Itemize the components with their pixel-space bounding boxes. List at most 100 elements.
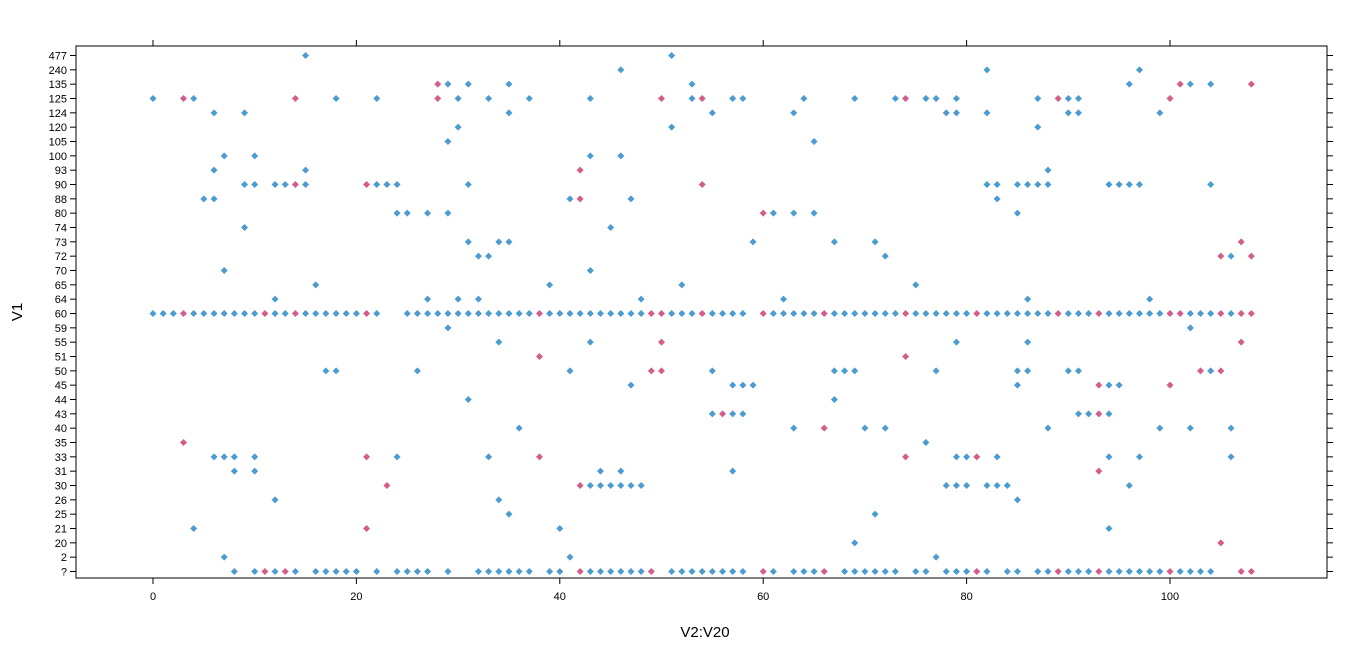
blue-point <box>617 66 625 74</box>
blue-point <box>912 568 920 575</box>
pink-point <box>1095 568 1103 575</box>
pink-point <box>434 95 442 102</box>
blue-point <box>1085 568 1093 575</box>
blue-point <box>607 310 615 317</box>
blue-point <box>719 310 727 317</box>
blue-point <box>942 568 950 575</box>
blue-point <box>210 195 218 203</box>
blue-point <box>1013 568 1021 575</box>
pink-point <box>535 310 543 317</box>
pink-point <box>576 482 584 489</box>
blue-point <box>332 367 340 375</box>
pink-point <box>281 568 289 575</box>
blue-point <box>505 568 513 575</box>
blue-point <box>881 310 889 317</box>
blue-point <box>505 109 513 117</box>
blue-point <box>739 310 747 317</box>
blue-point <box>596 482 604 489</box>
blue-point <box>1044 424 1052 432</box>
blue-point <box>424 209 432 217</box>
blue-point <box>1227 424 1235 432</box>
blue-point <box>444 568 452 575</box>
blue-point <box>912 310 920 317</box>
blue-point <box>668 123 676 131</box>
blue-point <box>993 181 1001 188</box>
blue-point <box>230 310 238 317</box>
blue-point <box>922 568 930 575</box>
blue-point <box>149 310 157 317</box>
y-axis-title: V1 <box>9 303 26 321</box>
y-tick-label: 125 <box>49 94 67 106</box>
blue-point <box>302 181 310 188</box>
pink-point <box>698 181 706 188</box>
pink-point <box>658 310 665 317</box>
pink-point <box>1054 95 1062 102</box>
blue-point <box>373 181 381 188</box>
x-tick-label: 0 <box>150 591 156 603</box>
blue-point <box>413 367 421 375</box>
blue-point <box>617 568 625 575</box>
blue-point <box>922 439 930 446</box>
blue-point <box>993 453 1001 461</box>
blue-point <box>952 482 960 489</box>
blue-point <box>769 568 777 575</box>
blue-point <box>861 310 869 317</box>
y-axis: ? 2 20 21 25 26 30 31 33 35 40 43 44 45 50 51 55 59 60 64 65… <box>49 51 1333 579</box>
blue-point <box>851 95 859 102</box>
y-tick-label: ? <box>61 567 67 579</box>
y-tick-label: 60 <box>55 309 67 321</box>
y-tick-label: 26 <box>55 495 67 507</box>
blue-point <box>739 568 747 575</box>
blue-point <box>871 238 879 246</box>
pink-point <box>1095 310 1103 317</box>
blue-point <box>637 310 645 317</box>
blue-point <box>546 568 554 575</box>
blue-point <box>596 467 604 475</box>
blue-point <box>810 138 818 145</box>
blue-point <box>1074 367 1082 375</box>
blue-point <box>1034 95 1042 102</box>
pink-point <box>1247 568 1255 575</box>
pink-point <box>576 195 584 203</box>
blue-point <box>546 281 554 289</box>
blue-point <box>373 568 381 575</box>
blue-point <box>413 568 421 575</box>
blue-point <box>586 482 594 489</box>
pink-point <box>1166 310 1174 317</box>
blue-point <box>413 310 421 317</box>
blue-point <box>678 310 686 317</box>
blue-point <box>810 310 818 317</box>
blue-point <box>780 295 788 303</box>
pink-point <box>820 424 828 432</box>
pink-point <box>820 310 828 317</box>
blue-point <box>281 181 289 188</box>
blue-point <box>1146 310 1154 317</box>
plot-frame <box>75 45 1328 579</box>
blue-point <box>424 295 432 303</box>
blue-point <box>719 568 727 575</box>
y-tick-label: 40 <box>55 423 67 435</box>
blue-point <box>444 324 452 332</box>
blue-point <box>200 310 208 317</box>
blue-point <box>1135 66 1143 74</box>
blue-point <box>1207 310 1215 317</box>
blue-point <box>312 281 320 289</box>
blue-point <box>1156 310 1164 317</box>
blue-point <box>830 396 838 403</box>
blue-point <box>627 195 635 203</box>
blue-point <box>1125 568 1133 575</box>
pink-point <box>1217 252 1225 260</box>
blue-point <box>220 267 228 274</box>
blue-point <box>851 310 859 317</box>
blue-point <box>1105 453 1113 461</box>
blue-point <box>464 310 472 317</box>
blue-point <box>1044 166 1052 174</box>
blue-point <box>1064 568 1072 575</box>
blue-point <box>332 95 340 102</box>
blue-point <box>1197 310 1205 317</box>
blue-point <box>1105 410 1113 418</box>
blue-point <box>952 109 960 117</box>
pink-point <box>1166 568 1174 575</box>
y-tick-label: 80 <box>55 208 67 220</box>
pink-point <box>291 310 299 317</box>
